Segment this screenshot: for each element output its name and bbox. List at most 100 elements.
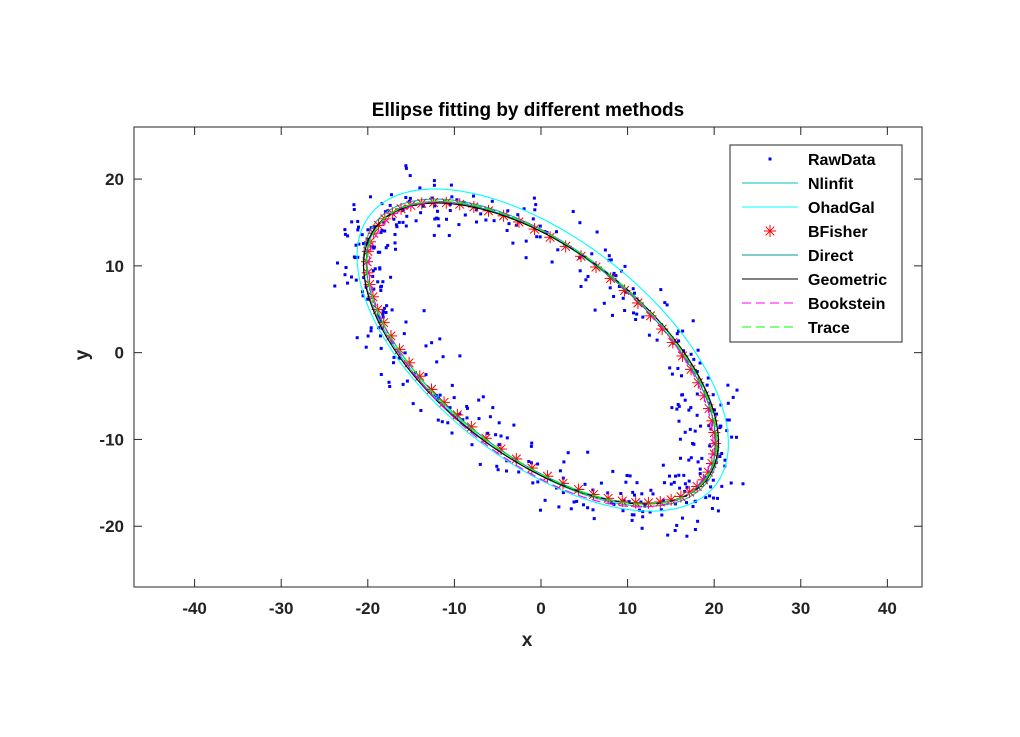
raw-data-point	[685, 485, 689, 489]
raw-data-point	[665, 303, 669, 307]
legend-swatch	[768, 157, 772, 161]
raw-data-point	[381, 280, 385, 284]
legend-item: Trace	[742, 320, 850, 337]
raw-data-point	[433, 217, 437, 221]
raw-data-point	[583, 482, 587, 486]
raw-data-point	[350, 275, 353, 279]
raw-data-point	[591, 488, 595, 492]
raw-data-point	[679, 456, 682, 460]
raw-data-point	[675, 332, 679, 336]
legend-item: Nlinfit	[742, 176, 854, 193]
raw-data-point	[685, 501, 688, 505]
raw-data-point	[378, 319, 382, 323]
raw-data-point	[668, 474, 671, 478]
raw-data-point	[543, 498, 547, 502]
series-geometric	[363, 202, 719, 505]
raw-data-point	[682, 473, 686, 477]
raw-data-point	[718, 455, 722, 458]
raw-data-point	[404, 196, 408, 199]
ellipse-ohadgal	[356, 188, 729, 512]
raw-data-point	[659, 508, 663, 512]
raw-data-point	[352, 203, 356, 207]
legend-label: Trace	[808, 320, 850, 337]
raw-data-point	[447, 234, 451, 237]
raw-data-point	[436, 209, 439, 213]
raw-data-point	[536, 480, 540, 484]
raw-data-point	[397, 356, 401, 360]
plot-area	[333, 164, 745, 538]
raw-data-point	[689, 352, 693, 356]
raw-data-point	[506, 209, 510, 213]
legend-label: RawData	[808, 152, 876, 169]
raw-data-point	[414, 219, 418, 223]
raw-data-point	[404, 166, 408, 170]
raw-data-point	[633, 291, 636, 295]
raw-data-point	[405, 379, 409, 383]
raw-data-point	[731, 395, 735, 399]
raw-data-point	[720, 452, 724, 455]
chart-title: Ellipse fitting by different methods	[372, 100, 684, 121]
raw-data-point	[534, 203, 538, 207]
raw-data-point	[433, 394, 437, 398]
axes-box	[133, 126, 923, 588]
raw-data-point	[390, 308, 394, 312]
raw-data-point	[689, 456, 693, 460]
raw-data-point	[422, 309, 426, 313]
raw-data-point	[477, 417, 481, 421]
raw-data-point	[719, 424, 723, 428]
raw-data-point	[535, 235, 539, 239]
x-tick-label: -40	[182, 599, 207, 618]
raw-data-point	[741, 482, 745, 486]
raw-data-point	[696, 460, 700, 464]
y-tick-label: 0	[115, 344, 124, 363]
raw-data-point	[715, 412, 718, 416]
raw-data-point	[379, 346, 383, 350]
raw-data-point	[383, 229, 387, 233]
raw-data-point	[386, 243, 390, 247]
x-tick-label: 40	[878, 599, 897, 618]
raw-data-point	[450, 431, 454, 435]
raw-data-point	[432, 183, 436, 187]
raw-data-point	[360, 233, 364, 237]
raw-data-point	[530, 441, 534, 445]
raw-data-point	[725, 429, 729, 433]
raw-data-point	[647, 333, 651, 337]
raw-data-point	[578, 221, 582, 225]
raw-data-point	[621, 296, 625, 300]
raw-data-point	[385, 304, 389, 308]
raw-data-point	[640, 526, 644, 530]
raw-data-point	[607, 258, 611, 262]
raw-data-point	[465, 416, 469, 420]
raw-data-point	[699, 424, 702, 428]
raw-data-point	[470, 443, 474, 447]
raw-data-point	[672, 480, 676, 484]
raw-data-point	[477, 398, 481, 402]
raw-data-point	[384, 246, 388, 250]
raw-data-point	[729, 481, 733, 485]
raw-data-point	[369, 326, 373, 330]
ellipse-bookstein	[368, 201, 714, 508]
raw-data-point	[696, 519, 700, 523]
raw-data-point	[494, 433, 498, 437]
raw-data-point	[445, 217, 448, 221]
raw-data-point	[394, 223, 398, 227]
raw-data-point	[379, 230, 383, 234]
raw-data-point	[579, 285, 583, 288]
raw-data-point	[693, 528, 697, 531]
raw-data-point	[481, 395, 485, 399]
raw-data-point	[655, 338, 659, 342]
raw-data-point	[595, 230, 599, 234]
raw-data-point	[719, 403, 723, 407]
raw-data-point	[343, 228, 347, 232]
ellipse-trace	[366, 200, 718, 505]
raw-data-point	[708, 401, 712, 405]
raw-data-point	[491, 406, 495, 410]
raw-data-point	[683, 430, 687, 434]
raw-data-point	[371, 274, 375, 278]
raw-data-point	[527, 460, 531, 463]
raw-data-point	[393, 233, 397, 236]
raw-data-point	[700, 456, 704, 460]
legend-label: OhadGal	[808, 200, 875, 217]
raw-data-point	[681, 516, 684, 520]
legend-item: OhadGal	[742, 200, 875, 217]
